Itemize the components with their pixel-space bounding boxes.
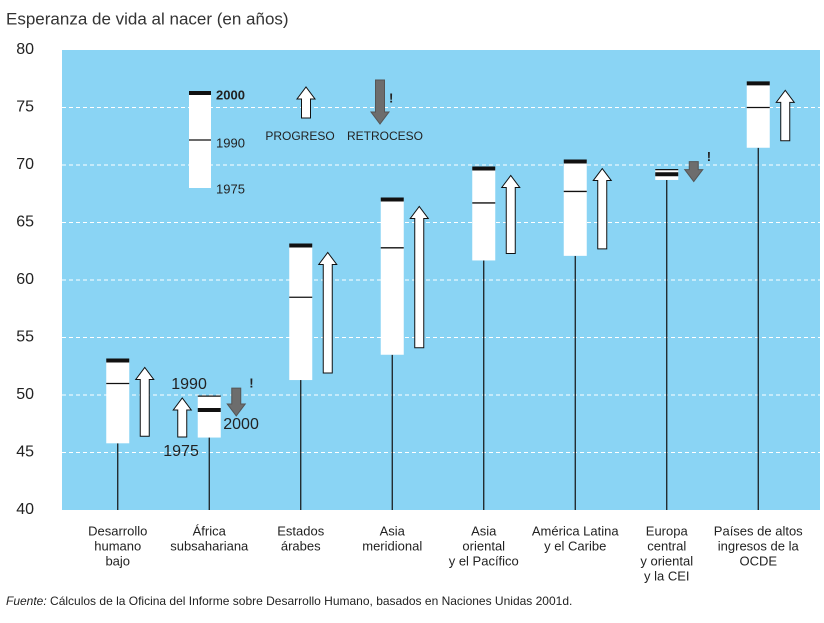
range-box: [197, 396, 221, 438]
legend-label: RETROCESO: [347, 129, 423, 143]
y-tick-label: 45: [16, 444, 34, 461]
x-tick-label: Desarrollo: [88, 523, 147, 538]
regress-arrow: [370, 79, 390, 125]
progress-arrow: [592, 167, 613, 250]
range-box: [289, 245, 313, 381]
y-tick-label: 40: [16, 501, 34, 518]
x-tick-label: y el Caribe: [544, 538, 606, 553]
y-tick-label: 65: [16, 214, 34, 231]
x-tick-label: y oriental: [640, 553, 693, 568]
source-label: Fuente:: [6, 594, 47, 608]
range-box: [106, 360, 130, 444]
range-box: [472, 168, 496, 261]
x-tick-label: Europa: [646, 523, 689, 538]
annotation: 1975: [163, 443, 199, 460]
y-tick-label: 70: [16, 156, 34, 173]
progress-arrow: [296, 86, 316, 119]
progress-arrow: [134, 366, 155, 437]
annotation: 2000: [223, 416, 259, 433]
x-tick-label: humano: [94, 538, 141, 553]
source-text: Cálculos de la Oficina del Informe sobre…: [47, 594, 573, 608]
progress-arrow: [317, 251, 338, 374]
y-tick-label: 75: [16, 99, 34, 116]
chart-title: Esperanza de vida al nacer (en años): [6, 9, 289, 28]
x-tick-label: América Latina: [532, 523, 619, 538]
x-tick-label: Asia: [471, 523, 497, 538]
warning-mark: !: [249, 376, 253, 391]
progress-arrow: [409, 205, 430, 349]
range-box: [380, 199, 404, 355]
legend-label: 2000: [216, 87, 245, 102]
progress-arrow: [500, 174, 521, 254]
x-tick-label: meridional: [362, 538, 422, 553]
regress-arrow: [226, 387, 247, 417]
y-tick-label: 50: [16, 386, 34, 403]
x-tick-label: ingresos de la: [718, 538, 800, 553]
x-tick-label: Países de altos: [714, 523, 803, 538]
legend-label: PROGRESO: [265, 129, 334, 143]
y-tick-label: 55: [16, 329, 34, 346]
x-tick-label: árabes: [281, 538, 321, 553]
source: Fuente: Cálculos de la Oficina del Infor…: [6, 594, 572, 608]
range-box: [746, 83, 770, 148]
annotation: 1990: [171, 376, 207, 393]
x-tick-label: África: [193, 523, 227, 538]
x-tick-label: subsahariana: [170, 538, 249, 553]
legend-label: 1975: [216, 181, 245, 196]
x-tick-label: Estados: [277, 523, 324, 538]
progress-arrow: [172, 397, 193, 438]
y-tick-label: 60: [16, 271, 34, 288]
x-tick-label: oriental: [462, 538, 505, 553]
x-tick-label: OCDE: [739, 553, 777, 568]
x-tick-label: central: [647, 538, 686, 553]
regress-arrow: [683, 161, 704, 183]
warning-mark: !: [389, 90, 393, 105]
progress-arrow: [775, 89, 796, 142]
x-tick-label: bajo: [105, 553, 130, 568]
x-tick-label: y el Pacífico: [449, 553, 519, 568]
y-tick-label: 80: [16, 41, 34, 58]
x-tick-label: y la CEI: [644, 568, 690, 583]
warning-mark: !: [707, 149, 711, 164]
range-box: [563, 161, 587, 256]
legend-label: 1990: [216, 135, 245, 150]
x-tick-label: Asia: [380, 523, 406, 538]
